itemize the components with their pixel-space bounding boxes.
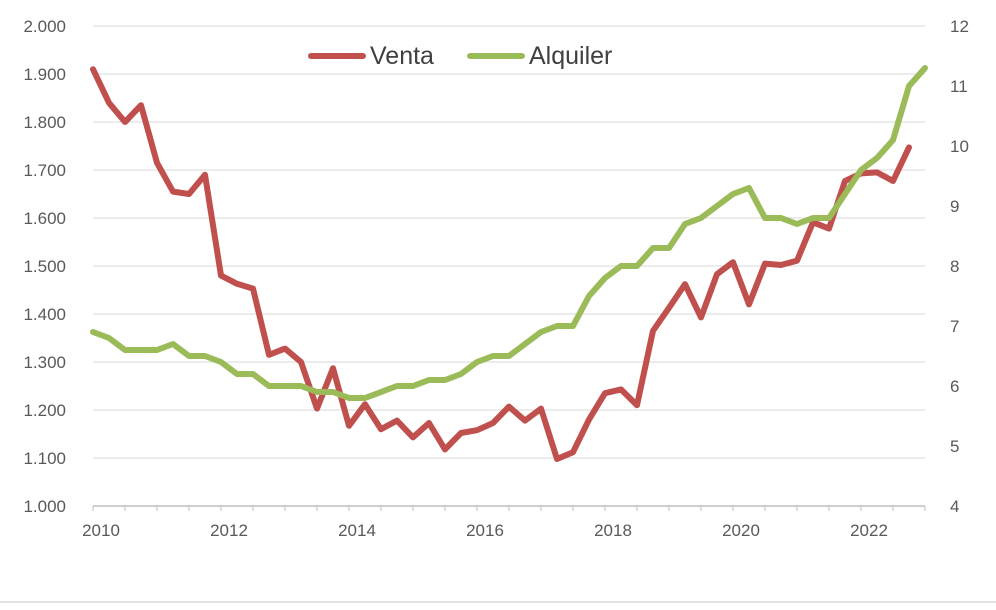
y-left-tick-label: 1.900 <box>23 65 66 84</box>
bottom-divider <box>0 601 996 603</box>
y-right-tick-label: 6 <box>950 377 959 396</box>
y-axis-right: 4 5 6 7 8 9 10 11 12 <box>950 17 969 516</box>
legend-label-alquiler: Alquiler <box>529 42 612 70</box>
y-right-tick-label: 11 <box>950 77 968 96</box>
legend-label-venta: Venta <box>370 42 434 70</box>
gridlines <box>93 25 925 459</box>
y-right-tick-label: 5 <box>950 437 959 456</box>
y-left-tick-label: 1.600 <box>23 209 66 228</box>
y-left-tick-label: 1.500 <box>23 257 66 276</box>
y-right-tick-label: 12 <box>950 17 969 36</box>
y-left-tick-label: 1.000 <box>23 497 66 516</box>
y-right-tick-label: 8 <box>950 257 959 276</box>
x-tick-label: 2010 <box>82 521 120 540</box>
series-line-venta <box>90 66 912 462</box>
y-right-tick-label: 10 <box>950 137 969 156</box>
x-axis: 2010 2012 2014 2016 2018 2020 2022 <box>82 505 926 540</box>
y-right-tick-label: 4 <box>950 497 959 516</box>
y-left-tick-label: 2.000 <box>23 17 66 36</box>
x-tick-label: 2014 <box>338 521 376 540</box>
y-left-tick-label: 1.100 <box>23 449 66 468</box>
y-right-tick-label: 7 <box>950 317 959 336</box>
x-tick-label: 2020 <box>722 521 760 540</box>
y-left-tick-label: 1.700 <box>23 161 66 180</box>
legend: Venta Alquiler <box>308 42 612 70</box>
x-tick-label: 2012 <box>210 521 248 540</box>
x-tick-label: 2018 <box>594 521 632 540</box>
x-tick-label: 2016 <box>466 521 504 540</box>
series-layer <box>90 65 928 462</box>
y-left-tick-label: 1.300 <box>23 353 66 372</box>
y-left-tick-label: 1.800 <box>23 113 66 132</box>
x-tick-label: 2022 <box>850 521 888 540</box>
y-right-tick-label: 9 <box>950 197 959 216</box>
y-left-tick-label: 1.200 <box>23 401 66 420</box>
series-line-alquiler <box>90 65 928 401</box>
y-axis-left: 1.000 1.100 1.200 1.300 1.400 1.500 1.600 1.700… <box>23 17 66 516</box>
y-left-tick-label: 1.400 <box>23 305 66 324</box>
